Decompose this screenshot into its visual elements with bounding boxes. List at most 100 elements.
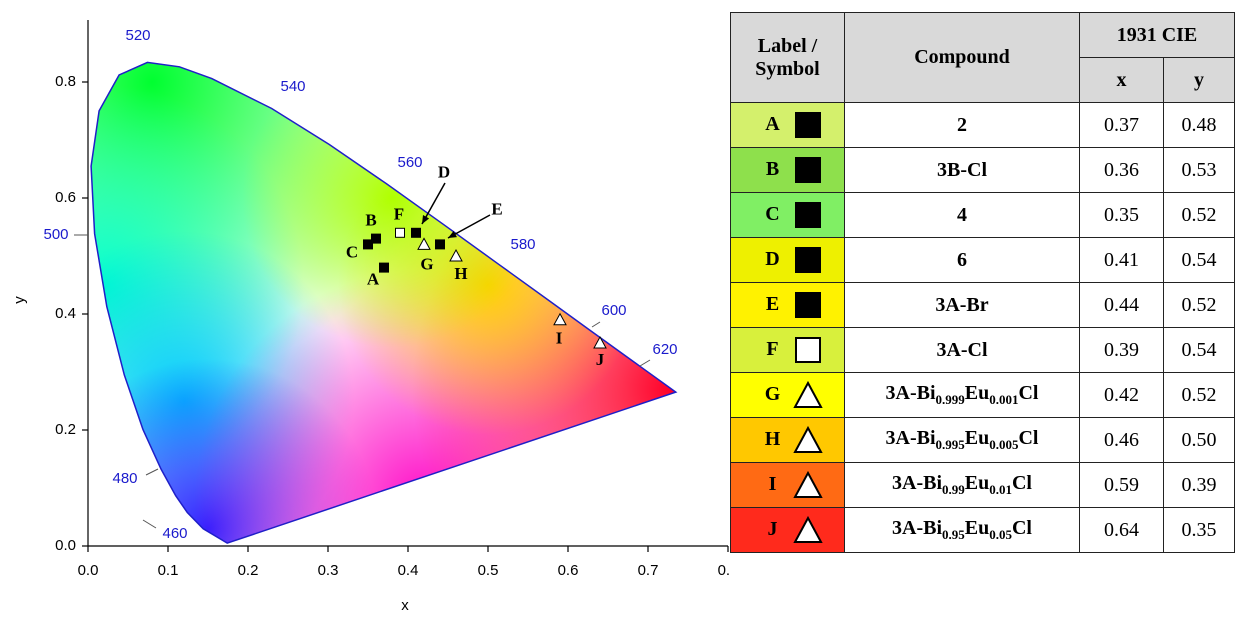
subscript: 0.999 bbox=[935, 392, 965, 407]
y-cell: 0.39 bbox=[1163, 462, 1235, 508]
compound-cell: 3A-Bi0.99Eu0.01Cl bbox=[844, 462, 1080, 508]
data-point bbox=[395, 227, 405, 238]
x-tick-label: 0.3 bbox=[318, 562, 339, 579]
symbol-shape bbox=[794, 292, 821, 318]
symbol-shape bbox=[792, 425, 823, 453]
x-tick-label: 0.8 bbox=[718, 562, 730, 579]
row-label: G bbox=[764, 382, 781, 405]
wavelength-tick bbox=[639, 359, 651, 367]
subscript: 0.005 bbox=[989, 437, 1019, 452]
row-label: C bbox=[765, 202, 780, 225]
compound-text: Eu bbox=[964, 427, 990, 449]
table-row: F 3A-Cl 0.39 0.54 bbox=[730, 327, 1235, 373]
x-cell: 0.39 bbox=[1079, 327, 1164, 373]
arrow-head bbox=[422, 215, 430, 224]
compound-text: Cl bbox=[1018, 427, 1039, 449]
y-cell: 0.52 bbox=[1163, 282, 1235, 328]
row-label: B bbox=[765, 157, 780, 180]
wavelength-tick bbox=[591, 321, 601, 328]
x-cell: 0.44 bbox=[1079, 282, 1164, 328]
row-label: F bbox=[766, 337, 779, 360]
x-cell: 0.36 bbox=[1079, 147, 1164, 193]
compound-text: Eu bbox=[964, 472, 990, 494]
row-label: D bbox=[765, 247, 780, 270]
table-row: G 3A-Bi0.999Eu0.001Cl 0.42 0.52 bbox=[730, 372, 1235, 418]
symbol-shape bbox=[794, 112, 821, 138]
symbol-shape bbox=[792, 380, 823, 408]
point-label: C bbox=[346, 242, 358, 261]
compound-cell: 3A-Br bbox=[844, 282, 1080, 328]
header-cell: 1931 CIE bbox=[1079, 12, 1235, 58]
x-tick-label: 0.1 bbox=[158, 562, 179, 579]
compound-text: 3A-Bi bbox=[892, 472, 943, 494]
x-cell: 0.46 bbox=[1079, 417, 1164, 463]
y-tick-label: 0.4 bbox=[55, 305, 76, 322]
label-cell: E bbox=[730, 282, 845, 328]
table-row: B 3B-Cl 0.36 0.53 bbox=[730, 147, 1235, 193]
y-cell: 0.52 bbox=[1163, 192, 1235, 238]
point-label: E bbox=[491, 199, 502, 218]
y-cell: 0.50 bbox=[1163, 417, 1235, 463]
data-point bbox=[449, 248, 463, 262]
data-point bbox=[363, 239, 373, 250]
symbol bbox=[792, 470, 823, 498]
subscript: 0.99 bbox=[942, 482, 965, 497]
spectral-locus bbox=[90, 61, 678, 544]
subscript: 0.01 bbox=[989, 482, 1012, 497]
wavelength-label: 540 bbox=[280, 78, 305, 95]
compound-cell: 3B-Cl bbox=[844, 147, 1080, 193]
symbol bbox=[794, 337, 821, 363]
data-point bbox=[553, 312, 567, 326]
subscript: 0.001 bbox=[989, 392, 1019, 407]
x-tick-label: 0.4 bbox=[398, 562, 419, 579]
wavelength-tick bbox=[145, 468, 159, 476]
compound-cell: 6 bbox=[844, 237, 1080, 283]
wavelength-label: 480 bbox=[112, 470, 137, 487]
x-tick-label: 0.0 bbox=[78, 562, 99, 579]
symbol bbox=[794, 157, 821, 183]
y-cell: 0.48 bbox=[1163, 102, 1235, 148]
y-cell: 0.53 bbox=[1163, 147, 1235, 193]
label-cell: C bbox=[730, 192, 845, 238]
x-tick-label: 0.7 bbox=[638, 562, 659, 579]
symbol bbox=[794, 292, 821, 318]
x-axis-title: x bbox=[401, 597, 409, 614]
table-row: C 4 0.35 0.52 bbox=[730, 192, 1235, 238]
wavelength-label: 460 bbox=[162, 525, 187, 542]
x-tick-label: 0.5 bbox=[478, 562, 499, 579]
x-cell: 0.37 bbox=[1079, 102, 1164, 148]
symbol-shape bbox=[794, 247, 821, 273]
y-tick-label: 0.8 bbox=[55, 73, 76, 90]
wavelength-label: 500 bbox=[43, 226, 68, 243]
wavelength-label: 600 bbox=[601, 302, 626, 319]
data-point bbox=[411, 227, 421, 238]
table-row: J 3A-Bi0.95Eu0.05Cl 0.64 0.35 bbox=[730, 507, 1235, 553]
label-cell: G bbox=[730, 372, 845, 418]
label-cell: F bbox=[730, 327, 845, 373]
row-label: I bbox=[768, 472, 777, 495]
compound-text: 2 bbox=[957, 113, 967, 136]
header-cell: Label / Symbol bbox=[730, 12, 845, 103]
x-cell: 0.59 bbox=[1079, 462, 1164, 508]
compound-cell: 3A-Bi0.95Eu0.05Cl bbox=[844, 507, 1080, 553]
chart: x y 0.0 0.1 0.2 0.3 0.4 0.5 0.6 0.7 0.8 0.0 0.2 0.4… bbox=[11, 20, 730, 614]
row-label: H bbox=[764, 427, 781, 450]
compound-text: Cl bbox=[1018, 382, 1039, 404]
header-cell: Compound bbox=[844, 12, 1080, 103]
compound-text: 3A-Cl bbox=[936, 338, 988, 361]
label-cell: D bbox=[730, 237, 845, 283]
y-tick-label: 0.0 bbox=[55, 537, 76, 554]
row-label: J bbox=[767, 517, 778, 540]
wavelength-label: 580 bbox=[510, 236, 535, 253]
compound-text: Cl bbox=[1011, 472, 1032, 494]
compound-text: 3A-Bi bbox=[892, 517, 943, 539]
x-cell: 0.64 bbox=[1079, 507, 1164, 553]
point-label: J bbox=[596, 350, 605, 369]
compound-text: Eu bbox=[964, 382, 990, 404]
wavelength-tick bbox=[142, 519, 157, 529]
y-axis-title: y bbox=[11, 296, 28, 304]
compound-text: 3A-Bi bbox=[885, 427, 936, 449]
compound-text: 3A-Bi bbox=[885, 382, 936, 404]
arrow-head bbox=[448, 230, 457, 238]
y-tick-label: 0.2 bbox=[55, 421, 76, 438]
